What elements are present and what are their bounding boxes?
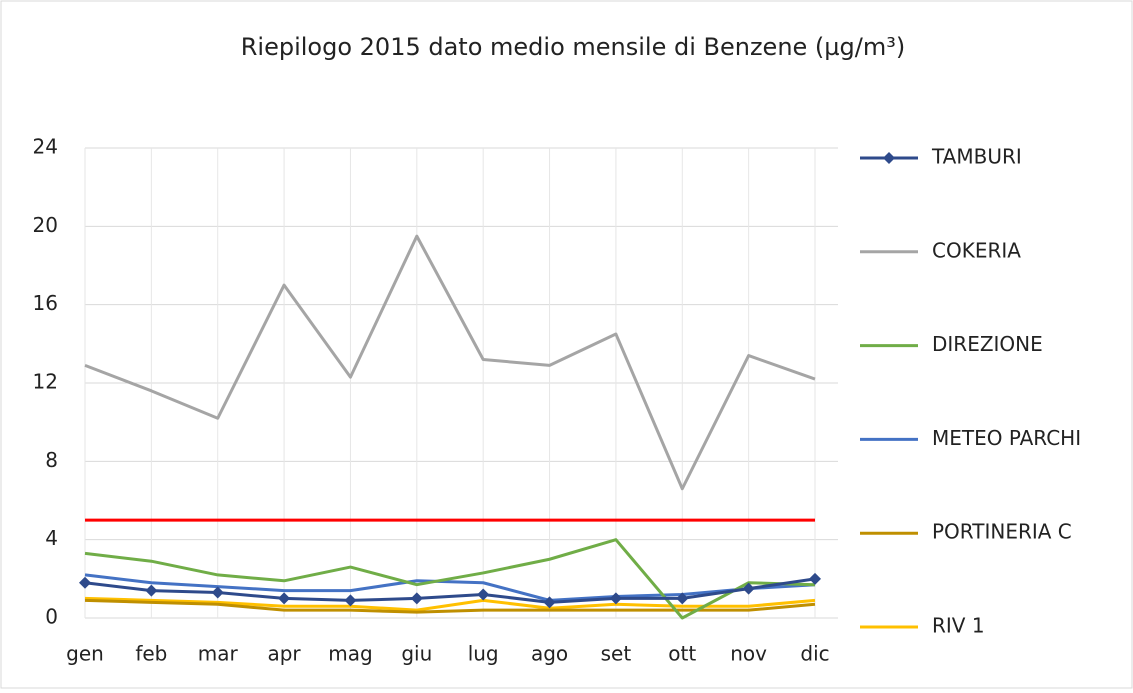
marker bbox=[543, 596, 556, 609]
x-tick-label: mag bbox=[328, 642, 372, 666]
marker bbox=[211, 586, 224, 599]
x-tick-label: mar bbox=[198, 642, 239, 666]
y-tick-label: 4 bbox=[45, 526, 58, 550]
legend-label: COKERIA bbox=[932, 238, 1021, 262]
y-tick-label: 0 bbox=[45, 605, 58, 629]
legend-label: DIREZIONE bbox=[932, 332, 1043, 356]
legend-label: METEO PARCHI bbox=[932, 426, 1081, 450]
x-tick-label: lug bbox=[468, 642, 499, 666]
y-tick-label: 8 bbox=[45, 448, 58, 472]
x-tick-label: ott bbox=[668, 642, 696, 666]
marker bbox=[742, 582, 755, 595]
series-line bbox=[84, 234, 816, 491]
x-tick-label: apr bbox=[267, 642, 301, 666]
x-tick-label: gen bbox=[66, 642, 104, 666]
marker bbox=[410, 592, 423, 605]
series-line bbox=[84, 598, 816, 614]
x-tick-label: giu bbox=[401, 642, 432, 666]
chart-title: Riepilogo 2015 dato medio mensile di Ben… bbox=[241, 33, 906, 61]
x-tick-label: nov bbox=[730, 642, 767, 666]
marker bbox=[145, 584, 158, 597]
x-tick-label: ago bbox=[531, 642, 568, 666]
y-tick-label: 20 bbox=[33, 213, 58, 237]
y-tick-label: 24 bbox=[33, 135, 58, 159]
x-tick-label: set bbox=[601, 642, 632, 666]
x-tick-label: feb bbox=[135, 642, 167, 666]
marker bbox=[883, 152, 895, 164]
series-line bbox=[84, 596, 816, 612]
marker bbox=[676, 592, 689, 605]
marker bbox=[477, 588, 490, 601]
legend-label: PORTINERIA C bbox=[932, 520, 1072, 544]
legend-label: RIV 1 bbox=[932, 614, 985, 638]
marker bbox=[609, 592, 622, 605]
marker bbox=[79, 576, 91, 589]
series-line bbox=[84, 538, 816, 620]
series-line bbox=[84, 577, 816, 604]
legend-label: TAMBURI bbox=[931, 145, 1022, 169]
marker bbox=[278, 592, 291, 605]
marker bbox=[809, 572, 821, 585]
x-tick-label: dic bbox=[800, 642, 829, 666]
y-tick-label: 16 bbox=[33, 291, 58, 315]
series-line bbox=[84, 573, 816, 602]
y-tick-label: 12 bbox=[33, 370, 58, 394]
marker bbox=[344, 594, 357, 607]
